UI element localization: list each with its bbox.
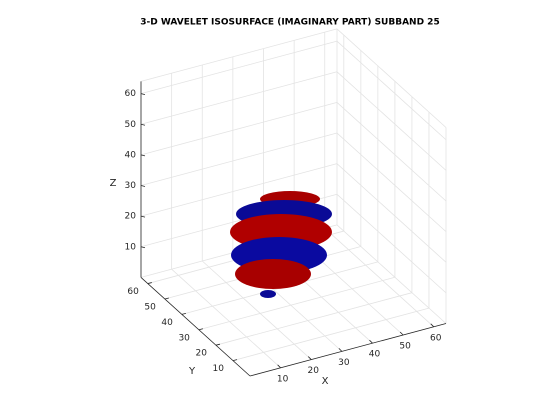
grid-line — [140, 132, 338, 186]
surface-negative — [260, 290, 276, 298]
surface-positive — [235, 259, 311, 289]
x-axis-label: X — [322, 376, 329, 387]
z-axis-label: Z — [110, 178, 117, 189]
grid-line — [201, 260, 312, 360]
grid-line — [140, 71, 338, 125]
y-tick-label: 30 — [178, 333, 190, 343]
y-tick-label: 60 — [127, 287, 139, 297]
z-tick — [140, 215, 146, 218]
x-tick — [277, 364, 281, 369]
z-tick-label: 30 — [125, 181, 137, 191]
z-tick — [140, 123, 146, 126]
grid-line — [171, 268, 281, 369]
y-tick-label: 10 — [213, 364, 225, 374]
y-tick — [198, 328, 204, 331]
z-tick-label: 10 — [125, 242, 137, 252]
y-tick-label: 50 — [144, 302, 156, 312]
z-tick-label: 20 — [125, 212, 137, 222]
y-tick — [215, 343, 221, 346]
z-tick — [140, 154, 146, 157]
x-tick-label: 60 — [430, 333, 442, 343]
grid-line — [336, 102, 447, 202]
grid-line — [324, 227, 435, 328]
z-tick-label: 50 — [125, 120, 137, 130]
x-tick — [307, 356, 312, 360]
x-tick — [399, 331, 404, 336]
z-tick — [140, 246, 146, 249]
z-tick-label: 40 — [125, 150, 137, 160]
y-axis-label: Y — [188, 366, 196, 377]
grid-line — [215, 292, 413, 346]
x-tick-label: 30 — [338, 358, 350, 368]
grid-line — [336, 71, 447, 171]
isosurface — [230, 191, 332, 298]
x-tick-label: 10 — [277, 374, 289, 384]
z-tick — [140, 185, 146, 187]
grid-line — [140, 40, 338, 95]
grid-line — [198, 276, 396, 331]
grid-line — [336, 163, 447, 263]
grid-line — [140, 163, 338, 217]
x-tick-label: 40 — [369, 350, 381, 360]
x-tick-label: 20 — [308, 366, 320, 376]
x-tick — [338, 348, 343, 352]
box-edge — [336, 28, 447, 128]
grid-line — [336, 40, 447, 141]
x-tick-label: 50 — [399, 341, 411, 351]
y-tick-label: 40 — [161, 318, 173, 328]
chart-title: 3-D WAVELET ISOSURFACE (IMAGINARY PART) … — [140, 18, 439, 28]
axes: 10 20 30 40 50 60 10 20 30 40 50 60 10 20 30 40 50 60 — [125, 81, 447, 384]
grid-line — [232, 307, 430, 361]
y-tick — [164, 297, 169, 300]
y-tick — [181, 312, 186, 315]
grid-line — [336, 193, 447, 294]
x-tick — [369, 339, 373, 344]
grid-line — [336, 132, 447, 232]
y-tick-label: 20 — [195, 349, 207, 359]
y-axis — [140, 277, 251, 377]
z-tick — [140, 93, 146, 96]
x-axis — [249, 323, 447, 377]
y-tick — [232, 359, 238, 361]
y-tick — [147, 282, 152, 284]
z-tick-label: 60 — [125, 89, 137, 99]
x-tick — [430, 323, 435, 328]
box-edge — [140, 28, 338, 82]
grid-line — [140, 102, 338, 156]
box-edge — [336, 224, 447, 324]
